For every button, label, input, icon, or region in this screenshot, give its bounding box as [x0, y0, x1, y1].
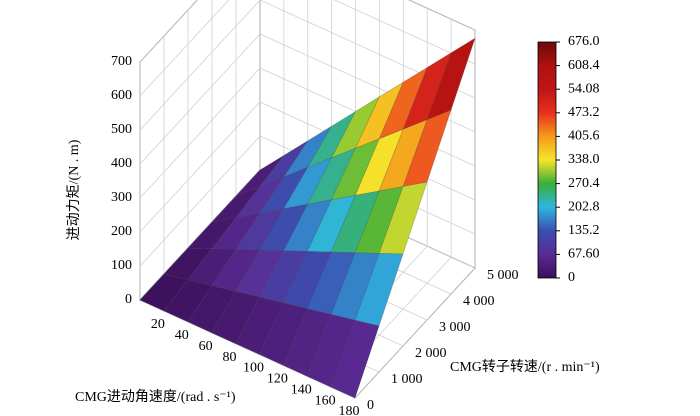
- grid-line: [408, 0, 476, 31]
- x-tick-label: 140: [291, 382, 312, 397]
- y-tick-label: 3 000: [439, 320, 471, 335]
- colorbar-tick-label: 270.4: [568, 176, 600, 191]
- z-tick-label: 300: [111, 190, 132, 205]
- y-axis-label: CMG转子转速/(r . min⁻¹): [450, 359, 600, 375]
- colorbar: [537, 41, 557, 279]
- x-axis-label: CMG进动角速度/(rad . s⁻¹): [75, 389, 236, 405]
- colorbar-tick-label: 405.6: [568, 129, 600, 144]
- z-tick-label: 600: [111, 88, 132, 103]
- x-tick-label: 180: [339, 404, 360, 416]
- x-tick-label: 100: [243, 361, 264, 376]
- colorbar-tick-label: 473.2: [568, 105, 600, 120]
- x-tick-label: 60: [199, 339, 213, 354]
- x-tick-label: 120: [267, 372, 288, 387]
- grid-line: [139, 67, 261, 199]
- x-tick-label: 160: [315, 393, 336, 408]
- z-tick-label: 0: [125, 292, 132, 307]
- y-tick-label: 1 000: [391, 372, 423, 387]
- colorbar-tick-label: 0: [568, 270, 575, 285]
- grid-line: [139, 0, 230, 97]
- y-tick-label: 4 000: [463, 294, 495, 309]
- grid-line: [139, 0, 261, 131]
- grid-line: [139, 101, 261, 233]
- grid-line: [333, 0, 476, 65]
- y-tick-label: 0: [367, 398, 374, 413]
- y-tick-label: 5 000: [487, 268, 519, 283]
- z-tick-label: 100: [111, 258, 132, 273]
- z-tick-label: 200: [111, 224, 132, 239]
- colorbar-tick-label: 608.4: [568, 58, 600, 73]
- grid-line: [354, 267, 476, 399]
- colorbar-tick-label: 338.0: [568, 152, 600, 167]
- grid-line: [139, 33, 261, 165]
- x-tick-label: 20: [151, 317, 165, 332]
- y-tick-label: 2 000: [415, 346, 447, 361]
- z-tick-label: 700: [111, 54, 132, 69]
- x-tick-label: 80: [223, 350, 237, 365]
- colorbar-tick-label: 676.0: [568, 34, 600, 49]
- surface-cell: [402, 109, 452, 187]
- z-axis-label: 进动力矩/(N . m): [66, 139, 82, 240]
- grid-line: [139, 0, 198, 63]
- surface-cell: [330, 319, 380, 399]
- grid-line: [139, 135, 261, 267]
- colorbar-tick-label: 135.2: [568, 223, 600, 238]
- surface-cell: [426, 37, 476, 121]
- z-tick-label: 500: [111, 122, 132, 137]
- x-tick-label: 40: [175, 328, 189, 343]
- z-tick-label: 400: [111, 156, 132, 171]
- colorbar-tick-label: 54.08: [568, 81, 600, 96]
- colorbar-tick-label: 202.8: [568, 199, 600, 214]
- colorbar-tick-label: 67.60: [568, 247, 600, 262]
